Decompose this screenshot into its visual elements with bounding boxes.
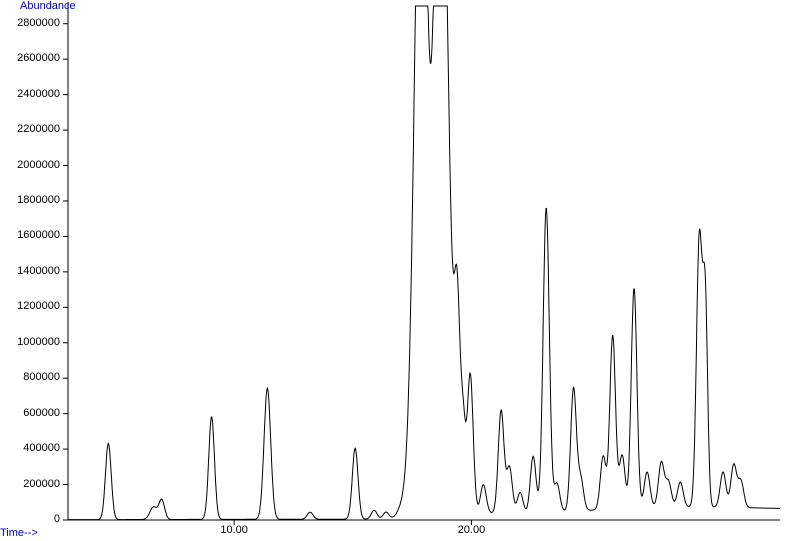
y-tick-label: 0 <box>2 513 60 525</box>
chart-svg <box>0 0 785 541</box>
y-tick-label: 1400000 <box>2 265 60 277</box>
y-tick-label: 2400000 <box>2 88 60 100</box>
x-tick-label: 10.00 <box>220 524 248 536</box>
chromatogram-chart: { "chart": { "type": "line", "y_axis_lab… <box>0 0 785 541</box>
y-tick-label: 200000 <box>2 478 60 490</box>
ticks-group <box>63 24 471 525</box>
axes-group <box>68 2 780 520</box>
y-tick-label: 1200000 <box>2 300 60 312</box>
x-tick-label: 20.00 <box>458 524 486 536</box>
y-tick-label: 400000 <box>2 442 60 454</box>
y-tick-label: 2200000 <box>2 123 60 135</box>
y-tick-label: 800000 <box>2 371 60 383</box>
y-tick-label: 1800000 <box>2 194 60 206</box>
y-tick-label: 2600000 <box>2 52 60 64</box>
y-tick-label: 2000000 <box>2 159 60 171</box>
y-tick-label: 600000 <box>2 407 60 419</box>
y-tick-label: 1000000 <box>2 336 60 348</box>
x-axis-label: Time--> <box>0 527 38 539</box>
y-tick-label: 1600000 <box>2 229 60 241</box>
y-tick-label: 2800000 <box>2 17 60 29</box>
y-axis-label: Abundance <box>20 0 76 12</box>
chromatogram-trace <box>68 6 780 520</box>
